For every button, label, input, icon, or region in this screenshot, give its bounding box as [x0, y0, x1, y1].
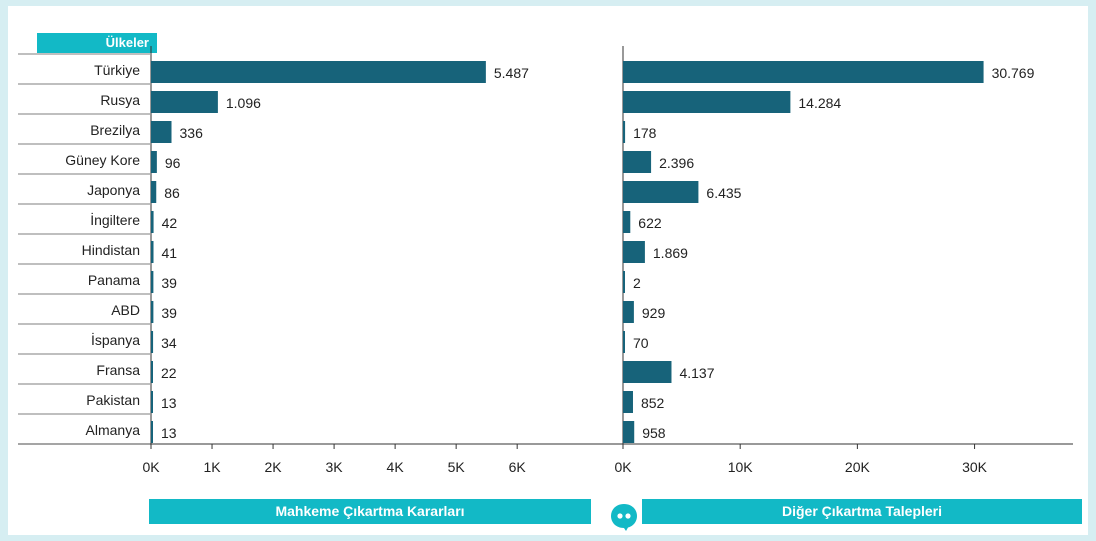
bar	[151, 91, 218, 113]
bar	[623, 241, 645, 263]
x-tick-label: 0K	[142, 459, 160, 475]
category-label: Brezilya	[90, 122, 140, 138]
bar-value-label: 1.096	[226, 95, 261, 111]
bar-value-label: 4.137	[679, 365, 714, 381]
bar-value-label: 178	[633, 125, 657, 141]
category-label: Fransa	[96, 362, 140, 378]
bar-value-label: 96	[165, 155, 181, 171]
x-tick-label: 4K	[387, 459, 405, 475]
x-tick-label: 0K	[614, 459, 632, 475]
bar-value-label: 39	[161, 275, 177, 291]
bar-value-label: 39	[161, 305, 177, 321]
bar-value-label: 622	[638, 215, 662, 231]
x-tick-label: 3K	[326, 459, 344, 475]
bar	[151, 151, 157, 173]
bar	[151, 271, 154, 293]
category-label: İngiltere	[90, 211, 140, 228]
category-label: Rusya	[100, 92, 140, 108]
category-label: Türkiye	[94, 62, 140, 78]
bar	[623, 271, 625, 293]
category-label: ABD	[111, 302, 140, 318]
bar	[151, 301, 154, 323]
bar	[151, 61, 486, 83]
bar	[623, 61, 984, 83]
bar-value-label: 14.284	[798, 95, 841, 111]
bar	[151, 331, 154, 353]
bar-value-label: 852	[641, 395, 665, 411]
bar	[623, 211, 631, 233]
bar	[623, 151, 652, 173]
category-label: Panama	[88, 272, 140, 288]
bar	[151, 181, 157, 203]
bar	[151, 361, 153, 383]
bar	[623, 301, 634, 323]
bar	[151, 121, 172, 143]
bar-value-label: 30.769	[992, 65, 1035, 81]
bar-value-label: 34	[161, 335, 177, 351]
bar	[151, 211, 154, 233]
category-label: Japonya	[87, 182, 140, 198]
bar	[151, 241, 154, 263]
speech-bubble-icon	[611, 504, 637, 531]
bar-value-label: 1.869	[653, 245, 688, 261]
bar-value-label: 13	[161, 425, 177, 441]
bar	[623, 391, 633, 413]
bar	[623, 361, 672, 383]
bar-value-label: 2	[633, 275, 641, 291]
bar-value-label: 929	[642, 305, 666, 321]
x-tick-label: 20K	[845, 459, 871, 475]
category-label: İspanya	[91, 331, 140, 348]
bar	[623, 121, 626, 143]
chart-card: Ülkeler Türkiye Rusya Brezilya Güney Kore Ja…	[8, 6, 1088, 535]
bar-charts: Türkiye Rusya Brezilya Güney Kore Japonya İng…	[18, 46, 1073, 475]
x-tick-label: 5K	[448, 459, 466, 475]
x-tick-label: 30K	[962, 459, 988, 475]
bar	[151, 421, 153, 443]
category-label: Pakistan	[86, 392, 140, 408]
category-label: Güney Kore	[65, 152, 140, 168]
bar-value-label: 41	[162, 245, 178, 261]
x-tick-label: 1K	[203, 459, 221, 475]
bar	[623, 91, 791, 113]
category-label: Almanya	[86, 422, 141, 438]
bar-value-label: 22	[161, 365, 177, 381]
bar-value-label: 958	[642, 425, 666, 441]
category-label: Hindistan	[82, 242, 140, 258]
bar-value-label: 13	[161, 395, 177, 411]
bar	[151, 391, 153, 413]
bar-value-label: 336	[180, 125, 204, 141]
x-tick-label: 6K	[509, 459, 527, 475]
bar	[623, 421, 635, 443]
bar-value-label: 2.396	[659, 155, 694, 171]
bar	[623, 331, 625, 353]
bar-value-label: 5.487	[494, 65, 529, 81]
bar	[623, 181, 699, 203]
countries-header: Ülkeler	[37, 33, 157, 53]
other-requests-title: Diğer Çıkartma Talepleri	[642, 499, 1082, 524]
bar-value-label: 70	[633, 335, 649, 351]
x-tick-label: 10K	[728, 459, 754, 475]
bar-value-label: 42	[162, 215, 178, 231]
bar-value-label: 86	[164, 185, 180, 201]
bar-value-label: 6.435	[706, 185, 741, 201]
x-tick-label: 2K	[264, 459, 282, 475]
court-orders-title: Mahkeme Çıkartma Kararları	[149, 499, 591, 524]
